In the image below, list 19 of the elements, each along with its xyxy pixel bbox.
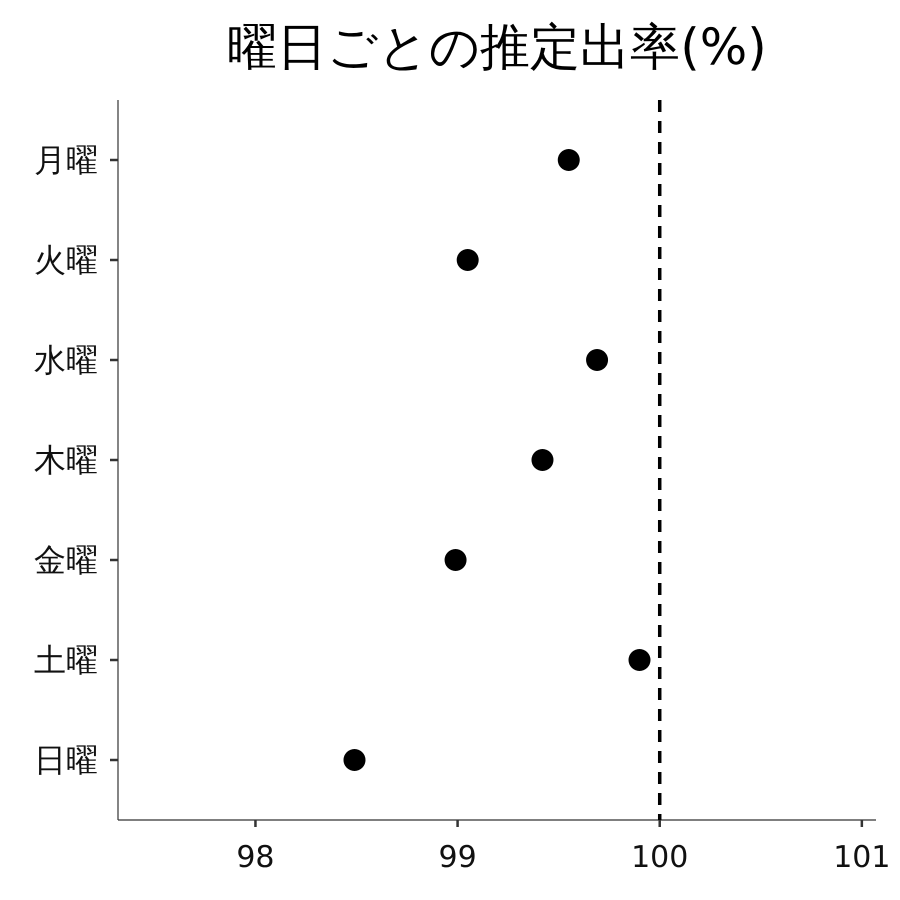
x-tick-label: 98 [236, 840, 275, 875]
y-tick-label: 月曜 [34, 141, 98, 179]
x-tick-label: 100 [631, 840, 688, 875]
y-tick-label: 木曜 [34, 441, 98, 479]
point [586, 349, 608, 371]
chart-title: 曜日ごとの推定出率(%) [227, 18, 767, 76]
x-tick-label: 101 [833, 840, 890, 875]
point [456, 249, 479, 271]
point [558, 149, 580, 171]
point [628, 649, 651, 671]
point [531, 449, 554, 471]
point [343, 749, 366, 771]
y-tick-label: 日曜 [34, 741, 98, 779]
y-tick-label: 火曜 [34, 241, 98, 279]
y-tick-label: 土曜 [34, 641, 98, 679]
x-tick-label: 99 [438, 840, 477, 875]
y-tick-label: 水曜 [34, 341, 98, 379]
point [444, 549, 467, 571]
y-tick-label: 金曜 [34, 541, 98, 579]
